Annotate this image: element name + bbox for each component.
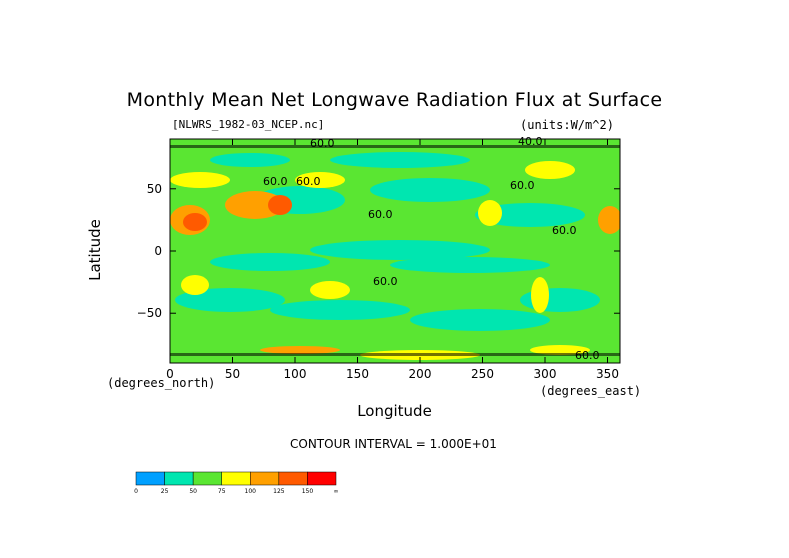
contour-fill-region: [175, 288, 285, 312]
colorbar-swatch: [307, 471, 337, 486]
contour-fill-region: [270, 300, 410, 320]
colorbar-level-label: 100: [245, 488, 257, 495]
polar-contour-band: [170, 353, 620, 356]
contour-label: 60.0: [296, 175, 321, 188]
colorbar-level-label: 125: [273, 488, 285, 495]
colorbar-swatch: [135, 471, 165, 486]
y-tick-label: −50: [137, 306, 162, 320]
x-axis-label: Longitude: [357, 402, 432, 420]
colorbar-swatch: [250, 471, 280, 486]
contour-fill-region: [530, 345, 590, 355]
contour-fill-region: [268, 195, 292, 215]
contour-fill-region: [225, 191, 285, 219]
x-tick-label: 50: [225, 367, 240, 381]
contour-fill-region: [390, 257, 550, 273]
x-tick-label: 200: [409, 367, 432, 381]
file-label: [NLWRS_1982-03_NCEP.nc]: [172, 118, 325, 131]
contour-fill-region: [260, 346, 340, 354]
contour-fill-region: [330, 152, 470, 168]
x-tick-label: 300: [534, 367, 557, 381]
contour-label: 60.0: [263, 175, 288, 188]
contour-fill-region: [598, 206, 620, 234]
contour-fill-region: [170, 172, 230, 188]
contour-fill-region: [531, 277, 549, 313]
polar-contour-band: [170, 145, 620, 148]
units-label: (units:W/m^2): [520, 118, 614, 132]
contour-interval-label: CONTOUR INTERVAL = 1.000E+01: [290, 437, 497, 451]
contour-label: 60.0: [368, 208, 393, 221]
contour-fill-region: [310, 281, 350, 299]
x-tick-label: 0: [166, 367, 174, 381]
colorbar-level-label: 0: [134, 488, 138, 495]
contour-label: 60.0: [510, 179, 535, 192]
x-tick-label: 250: [471, 367, 494, 381]
colorbar-level-label: 25: [161, 488, 169, 495]
contour-fill-region: [370, 178, 490, 202]
colorbar-level-label: 75: [218, 488, 226, 495]
y-tick-label: 50: [147, 182, 162, 196]
contour-fill-region: [295, 172, 345, 188]
colorbar-swatch: [164, 471, 194, 486]
y-unit-label: (degrees_north): [107, 376, 216, 390]
y-tick-label: 0: [154, 244, 162, 258]
contour-fill-region: [210, 153, 290, 167]
contour-fill-region: [525, 161, 575, 179]
page-title: Monthly Mean Net Longwave Radiation Flux…: [126, 89, 663, 111]
colorbar-level-label: 50: [189, 488, 197, 495]
contour-label: 60.0: [310, 137, 335, 150]
contour-label: 40.0: [518, 135, 543, 148]
x-unit-label: (degrees_east): [540, 384, 642, 398]
x-tick-label: 150: [346, 367, 369, 381]
x-tick-label: 350: [596, 367, 619, 381]
contour-label: 60.0: [575, 349, 600, 362]
contour-fill-region: [475, 203, 585, 227]
contour-fill-region: [478, 200, 502, 226]
colorbar-swatch: [278, 471, 308, 486]
contour-label: 60.0: [373, 275, 398, 288]
contour-label: 60.0: [552, 224, 577, 237]
colorbar-level-label: 150: [302, 488, 314, 495]
contour-fill-region: [181, 275, 209, 295]
contour-fill-region: [210, 253, 330, 271]
x-tick-label: 100: [284, 367, 307, 381]
contour-fill-region: [310, 240, 490, 260]
colorbar-swatch: [192, 471, 222, 486]
colorbar-level-label: ∞: [334, 488, 339, 495]
contour-fill-region: [183, 213, 207, 231]
contour-fill-region: [410, 309, 550, 331]
colorbar-swatch: [221, 471, 251, 486]
